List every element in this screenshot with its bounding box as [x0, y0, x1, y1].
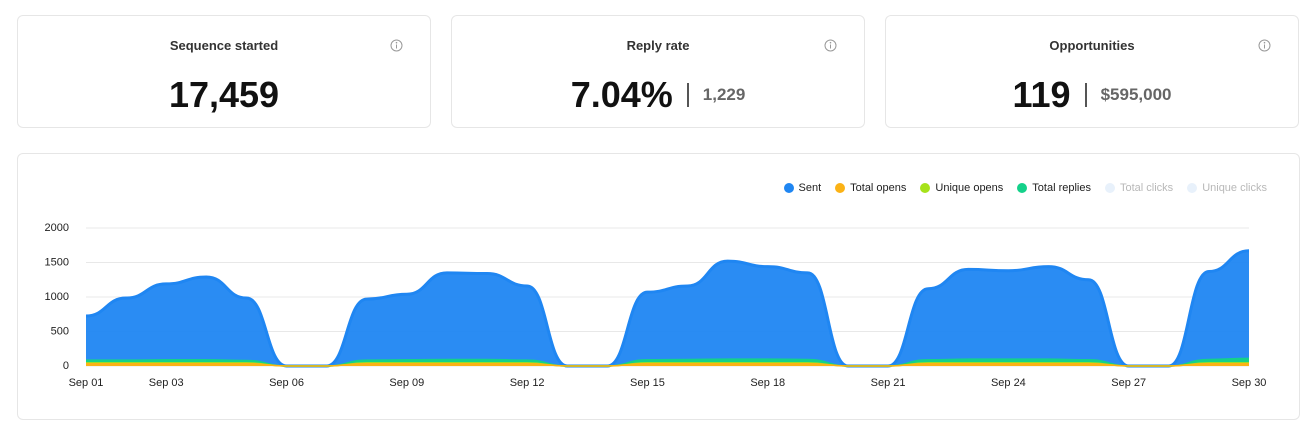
area [86, 250, 1249, 366]
y-tick-label: 1000 [45, 291, 69, 303]
card-title: Reply rate [626, 38, 690, 53]
legend-swatch [1017, 183, 1028, 193]
kpi-card: Reply rate 7.04% 1,229 [451, 15, 865, 128]
card-value: 119 [1012, 74, 1071, 115]
legend-label: Sent [798, 182, 822, 194]
card-row: 17,459 [18, 74, 430, 116]
info-icon[interactable] [390, 39, 403, 52]
legend-item[interactable]: Total opens [835, 182, 906, 194]
legend-swatch [783, 183, 794, 193]
card-value: 7.04% [570, 74, 673, 115]
legend-label: Unique clicks [1202, 182, 1267, 194]
y-tick-label: 0 [63, 360, 69, 372]
legend-swatch [1187, 183, 1198, 193]
card-title: Sequence started [169, 38, 279, 53]
divider [686, 83, 689, 107]
x-tick-label: Sep 30 [1232, 377, 1267, 389]
x-tick-label: Sep 27 [1111, 377, 1146, 389]
card-secondary: 1,229 [702, 85, 746, 104]
x-tick-label: Sep 24 [991, 377, 1026, 389]
y-tick-label: 500 [51, 325, 69, 337]
card-row: 119 $595,000 [886, 74, 1298, 116]
legend-item[interactable]: Total clicks [1105, 182, 1173, 194]
legend-label: Total opens [850, 182, 907, 194]
x-tick-label: Sep 09 [389, 377, 424, 389]
legend-swatch [920, 183, 931, 193]
legend-swatch [1105, 183, 1115, 193]
line [85, 362, 1249, 367]
info-icon[interactable] [824, 39, 837, 52]
card-secondary: $595,000 [1100, 85, 1172, 104]
x-tick-label: Sep 18 [750, 377, 785, 389]
legend-item[interactable]: Sent [783, 182, 822, 194]
x-tick-label: Sep 12 [510, 377, 545, 389]
x-tick-label: Sep 01 [69, 377, 104, 389]
x-tick-label: Sep 21 [871, 377, 906, 389]
legend-label: Unique opens [935, 182, 1004, 194]
chart-card: 0 500 1000 1500 2000 Sep 01 Sep 03 Sep 06 Sep 09… [17, 153, 1300, 420]
chart: 0 500 1000 1500 2000 Sep 01 Sep 03 Sep 06 Sep 09… [45, 222, 1267, 389]
legend-item[interactable]: Unique clicks [1187, 182, 1267, 194]
x-tick-label: Sep 15 [630, 377, 665, 389]
legend: Sent Total opens Unique opens Total replies… [783, 182, 1267, 194]
kpi-card: Opportunities 119 $595,000 [885, 15, 1299, 128]
info-icon[interactable] [1258, 39, 1271, 52]
divider [1084, 83, 1087, 107]
x-tick-label: Sep 03 [149, 377, 184, 389]
legend-label: Total replies [1032, 182, 1091, 194]
legend-item[interactable]: Unique opens [920, 182, 1003, 194]
legend-label: Total clicks [1120, 182, 1174, 194]
x-tick-label: Sep 06 [269, 377, 304, 389]
legend-swatch [835, 183, 846, 193]
y-tick-label: 1500 [45, 256, 69, 268]
y-tick-label: 2000 [45, 222, 69, 234]
kpi-card: Sequence started 17,459 [17, 15, 431, 128]
card-title: Opportunities [1049, 38, 1135, 53]
card-row: 7.04% 1,229 [452, 74, 864, 116]
legend-item[interactable]: Total replies [1017, 182, 1091, 194]
card-value: 17,459 [168, 74, 280, 115]
